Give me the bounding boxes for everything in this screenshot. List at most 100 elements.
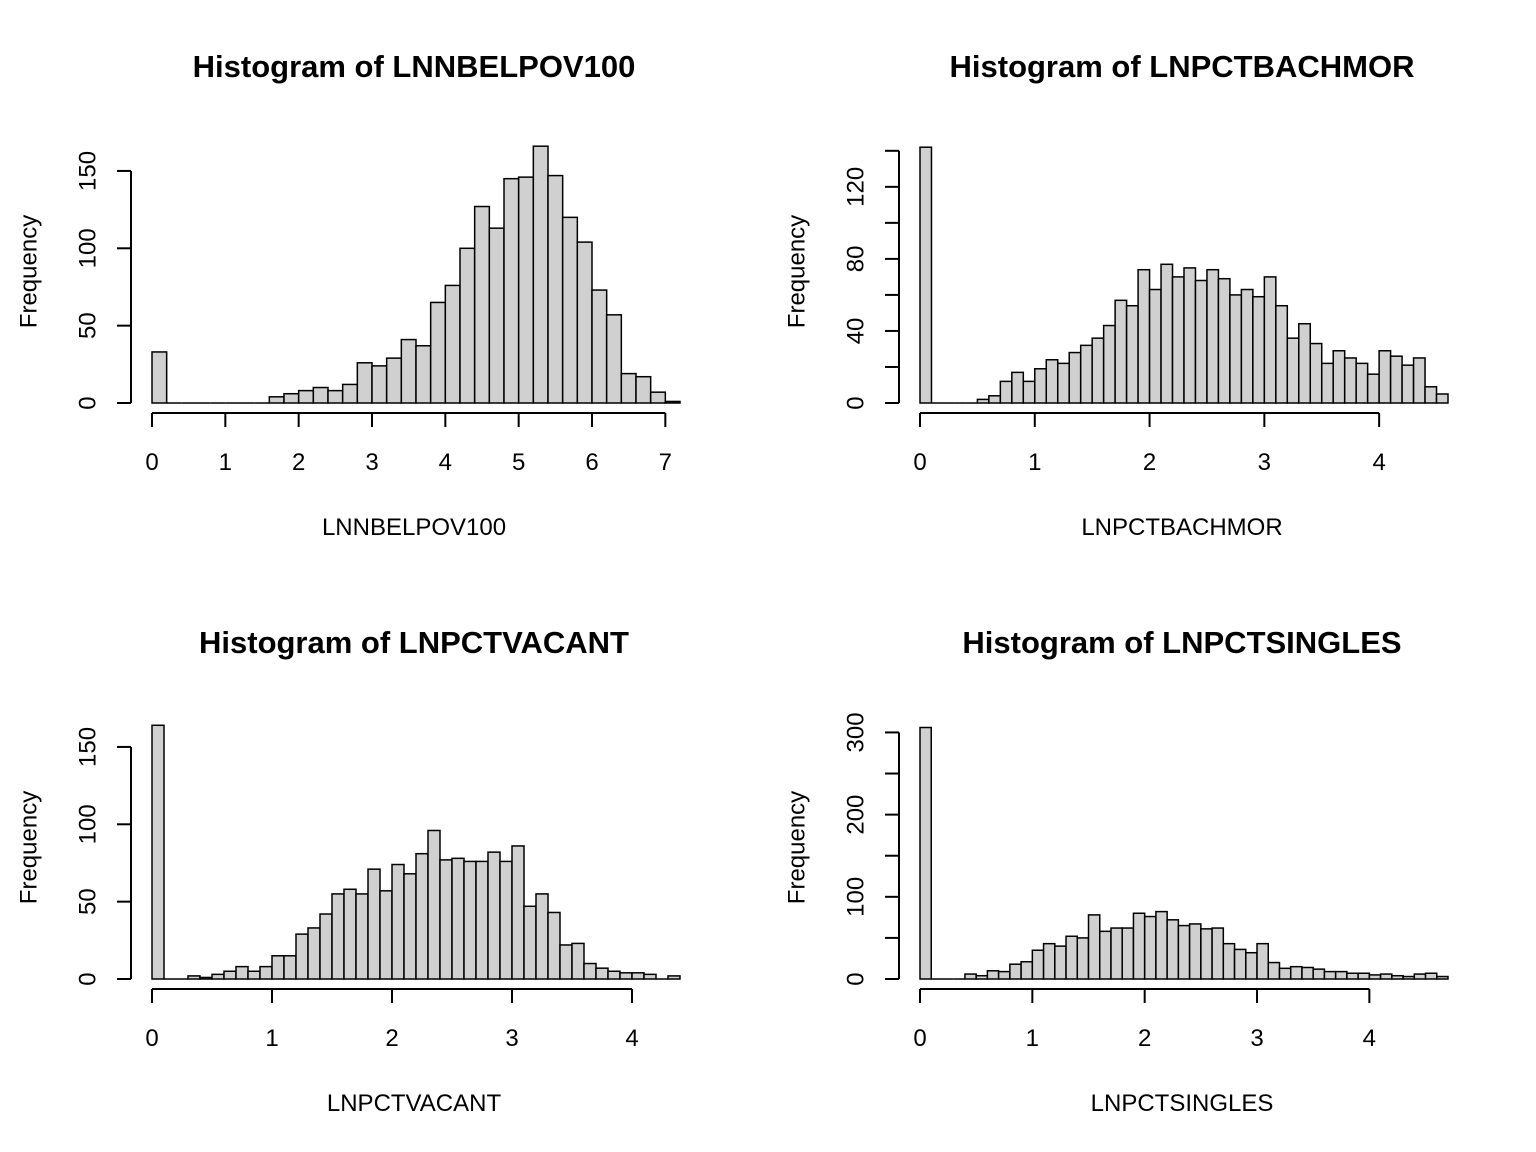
histogram-bar (1217, 277, 1231, 404)
y-axis-label: Frequency (783, 791, 810, 904)
x-tick-label: 4 (439, 449, 452, 476)
histogram-bar (1200, 928, 1213, 980)
histogram-bar (975, 974, 989, 980)
histogram-bar (1275, 304, 1289, 404)
histogram-bar (379, 890, 393, 980)
histogram-bar (1079, 344, 1093, 404)
histogram-bar (1402, 975, 1416, 980)
histogram-bar (1357, 972, 1371, 980)
histogram-bar (1413, 973, 1427, 980)
histogram-bar (1102, 324, 1116, 404)
histogram-bar (385, 357, 403, 404)
chart-title: Histogram of LNPCTSINGLES (962, 625, 1401, 660)
histogram-bar (1177, 924, 1191, 980)
x-tick-label: 0 (145, 1025, 158, 1052)
histogram-bar (571, 942, 585, 980)
histogram-bar (1301, 966, 1314, 980)
histogram-bar (1206, 268, 1220, 404)
histogram-bar (1011, 371, 1025, 404)
histogram-bar (1171, 276, 1185, 404)
histogram-bar (451, 857, 465, 980)
x-tick-label: 5 (512, 449, 525, 476)
histogram-bar (400, 338, 417, 404)
histogram-bar (1183, 267, 1197, 404)
histogram-bar (620, 372, 637, 404)
histogram-bar (1110, 927, 1123, 980)
histogram-bar (1368, 974, 1382, 980)
x-tick-label: 1 (219, 449, 232, 476)
histogram-bar (1229, 294, 1243, 404)
histogram-bar (1389, 355, 1403, 404)
histogram-bar (199, 976, 213, 980)
histogram-bar (1312, 968, 1326, 980)
histogram-bar (1132, 912, 1146, 980)
histogram-bar (1298, 322, 1312, 404)
y-tick-label: 100 (74, 228, 101, 268)
histogram-bar (517, 176, 535, 404)
histogram-bar (605, 314, 623, 404)
x-tick-label: 1 (265, 1025, 278, 1052)
y-tick-label: 100 (74, 804, 101, 844)
histogram-bar (1009, 963, 1022, 980)
x-tick-label: 3 (365, 449, 378, 476)
histogram-bar (459, 247, 476, 404)
y-tick-label: 200 (842, 795, 869, 835)
histogram-bar (619, 972, 633, 980)
histogram-bar (1148, 288, 1162, 404)
y-tick-label: 50 (74, 312, 101, 339)
histogram-bar (1222, 942, 1236, 980)
histogram-bar (151, 351, 168, 404)
histogram-bar (532, 145, 549, 404)
histogram-bar (487, 851, 501, 980)
x-tick-label: 2 (292, 449, 305, 476)
histogram-bar (1233, 948, 1247, 980)
histogram-bar (1412, 357, 1426, 404)
histogram-bar (312, 386, 329, 404)
histogram-bar (1240, 288, 1254, 404)
histogram-bar (1245, 951, 1258, 980)
x-tick-label: 4 (1363, 1025, 1376, 1052)
histogram-bar (964, 973, 977, 980)
histogram-bar (1091, 337, 1105, 404)
histogram-bar (1263, 276, 1277, 404)
x-tick-label: 2 (1138, 1025, 1151, 1052)
histogram-bar (297, 389, 315, 404)
x-tick-label: 3 (505, 1025, 518, 1052)
histogram-bar (1289, 965, 1303, 980)
histogram-bar (427, 829, 441, 980)
histogram-bar (283, 955, 297, 980)
histogram-bar (343, 888, 357, 980)
histogram-bar (429, 301, 447, 404)
histogram-bar (235, 965, 249, 980)
x-tick-label: 1 (1026, 1025, 1039, 1052)
histogram-bar (607, 970, 621, 980)
x-tick-label: 6 (585, 449, 598, 476)
histogram-bar (151, 724, 165, 980)
x-axis-label: LNPCTVACANT (327, 1090, 502, 1117)
histogram-bar (583, 962, 597, 980)
y-tick-label: 150 (74, 727, 101, 767)
histogram-bar (463, 860, 477, 980)
histogram-bar (415, 345, 432, 404)
histogram-bar (1346, 972, 1359, 980)
histogram-bar (631, 972, 645, 980)
chart-title: Histogram of LNNBELPOV100 (193, 49, 636, 84)
y-tick-label: 0 (842, 396, 869, 409)
histogram-bar (1022, 380, 1036, 404)
histogram-bar (367, 868, 381, 980)
histogram-bar (1160, 263, 1174, 404)
x-tick-label: 3 (1258, 449, 1271, 476)
y-tick-label: 40 (842, 318, 869, 345)
histogram-bar (1278, 967, 1292, 980)
histogram-bar (667, 975, 681, 980)
histogram-bar (268, 396, 285, 404)
histogram-bar (1125, 304, 1139, 404)
histogram-bar (1020, 960, 1034, 980)
y-tick-label: 0 (842, 972, 869, 985)
histogram-bar (475, 860, 489, 980)
histogram-bar (403, 873, 417, 980)
histogram-bar (595, 967, 609, 980)
x-tick-label: 0 (145, 449, 158, 476)
x-tick-label: 0 (913, 449, 926, 476)
